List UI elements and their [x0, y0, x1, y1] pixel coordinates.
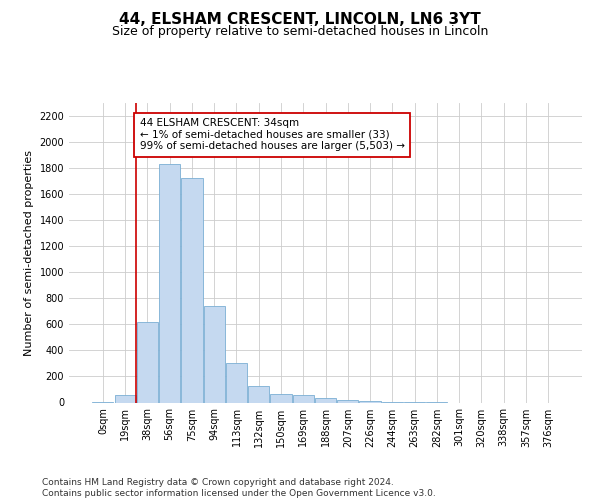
Bar — [359, 400, 380, 402]
Text: Size of property relative to semi-detached houses in Lincoln: Size of property relative to semi-detach… — [112, 25, 488, 38]
Bar — [115, 396, 136, 402]
Y-axis label: Number of semi-detached properties: Number of semi-detached properties — [24, 150, 34, 356]
Bar — [248, 386, 269, 402]
Bar — [271, 394, 292, 402]
Text: 44 ELSHAM CRESCENT: 34sqm
← 1% of semi-detached houses are smaller (33)
99% of s: 44 ELSHAM CRESCENT: 34sqm ← 1% of semi-d… — [140, 118, 404, 152]
Bar — [181, 178, 203, 402]
Text: 44, ELSHAM CRESCENT, LINCOLN, LN6 3YT: 44, ELSHAM CRESCENT, LINCOLN, LN6 3YT — [119, 12, 481, 28]
Bar — [137, 322, 158, 402]
Bar — [159, 164, 180, 402]
Bar — [337, 400, 358, 402]
Bar — [315, 398, 336, 402]
Bar — [203, 306, 225, 402]
Bar — [293, 394, 314, 402]
Text: Contains HM Land Registry data © Crown copyright and database right 2024.
Contai: Contains HM Land Registry data © Crown c… — [42, 478, 436, 498]
Bar — [226, 364, 247, 403]
